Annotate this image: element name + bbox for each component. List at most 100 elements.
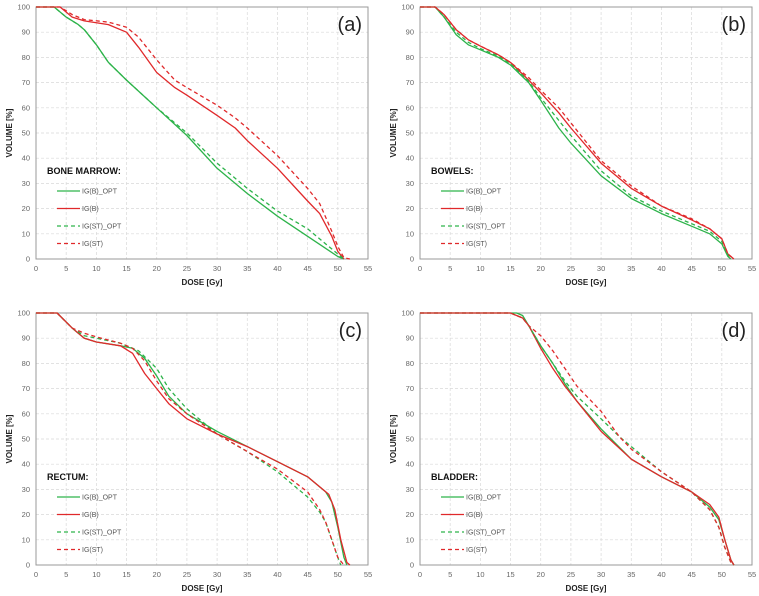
x-tick-label: 50 <box>718 570 726 579</box>
x-tick-label: 55 <box>364 570 372 579</box>
y-tick-label: 90 <box>22 334 30 343</box>
y-tick-label: 0 <box>26 255 30 264</box>
y-tick-label: 100 <box>401 3 414 12</box>
y-tick-label: 20 <box>22 204 30 213</box>
series-line-igst <box>36 312 345 566</box>
legend-entry: IG(B)_OPT <box>466 189 502 196</box>
legend: BONE MARROW: IG(B)_OPT IG(B) IG(ST)_OPT IG(S… <box>47 166 122 248</box>
legend-entry: IG(ST)_OPT <box>82 530 122 537</box>
x-tick-label: 25 <box>567 264 575 273</box>
series-line-igst <box>420 6 735 260</box>
x-tick-label: 35 <box>627 570 635 579</box>
x-tick-label: 5 <box>64 264 68 273</box>
legend-entry: IG(ST) <box>466 241 487 248</box>
x-tick-label: 0 <box>418 264 422 273</box>
chart-panel-c: 0 5 10 15 20 25 30 35 40 45 50 55 0 10 20 30 40 50 60 70 80 9… <box>5 309 372 594</box>
legend-entry: IG(ST)_OPT <box>82 224 122 231</box>
chart-panel-a: 0 5 10 15 20 25 30 35 40 45 50 55 0 10 20 30 40 50 60 70 80 9… <box>5 3 372 288</box>
series-line-igst-opt <box>36 6 345 260</box>
x-tick-label: 25 <box>183 570 191 579</box>
y-axis-label: VOLUME [%] <box>389 108 398 157</box>
x-tick-label: 20 <box>537 570 545 579</box>
legend-entry: IG(ST)_OPT <box>466 224 506 231</box>
x-tick-label: 35 <box>243 570 251 579</box>
legend: RECTUM: IG(B)_OPT IG(B) IG(ST)_OPT IG(ST) <box>47 472 122 554</box>
x-tick-label: 40 <box>657 570 665 579</box>
series-line-igb <box>420 6 735 260</box>
plot-border <box>35 6 369 260</box>
x-tick-label: 40 <box>273 264 281 273</box>
x-tick-label: 10 <box>92 264 100 273</box>
y-tick-label: 70 <box>406 384 414 393</box>
y-tick-label: 40 <box>406 154 414 163</box>
chart-panel-b: 0 5 10 15 20 25 30 35 40 45 50 55 0 10 20 30 40 50 60 70 80 9… <box>389 3 756 288</box>
x-tick-label: 15 <box>122 570 130 579</box>
y-tick-label: 70 <box>22 78 30 87</box>
legend-title: BLADDER: <box>431 472 478 482</box>
x-tick-label: 5 <box>64 570 68 579</box>
x-tick-label: 50 <box>334 570 342 579</box>
legend: BLADDER: IG(B)_OPT IG(B) IG(ST)_OPT IG(ST) <box>431 472 506 554</box>
y-tick-label: 80 <box>406 53 414 62</box>
y-tick-label: 60 <box>406 103 414 112</box>
x-axis-label: DOSE [Gy] <box>182 278 223 287</box>
x-tick-label: 25 <box>183 264 191 273</box>
x-tick-label: 35 <box>243 264 251 273</box>
x-tick-label: 15 <box>122 264 130 273</box>
y-tick-label: 10 <box>22 229 30 238</box>
y-tick-label: 80 <box>22 53 30 62</box>
x-tick-label: 15 <box>506 264 514 273</box>
series-line-igb <box>36 6 345 260</box>
series-line-igb-opt <box>420 6 732 260</box>
x-tick-label: 10 <box>476 264 484 273</box>
y-tick-label: 30 <box>22 485 30 494</box>
legend-entry: IG(ST) <box>82 241 103 248</box>
legend-entry: IG(B)_OPT <box>466 495 502 502</box>
legend-entry: IG(ST) <box>82 547 103 554</box>
y-tick-label: 60 <box>22 103 30 112</box>
x-tick-label: 45 <box>687 570 695 579</box>
x-tick-label: 45 <box>303 264 311 273</box>
x-tick-label: 30 <box>597 570 605 579</box>
y-tick-label: 0 <box>410 561 414 570</box>
x-tick-label: 55 <box>748 264 756 273</box>
x-tick-label: 55 <box>748 570 756 579</box>
chart-panel-d: 0 5 10 15 20 25 30 35 40 45 50 55 0 10 20 30 40 50 60 70 80 9… <box>389 309 756 594</box>
x-tick-label: 5 <box>448 264 452 273</box>
x-tick-label: 30 <box>597 264 605 273</box>
y-tick-label: 40 <box>22 460 30 469</box>
legend-title: RECTUM: <box>47 472 89 482</box>
x-axis-label: DOSE [Gy] <box>566 278 607 287</box>
series-line-igst-opt <box>420 6 732 260</box>
x-tick-label: 30 <box>213 570 221 579</box>
x-tick-label: 50 <box>334 264 342 273</box>
legend-entry: IG(ST) <box>466 547 487 554</box>
legend-entry: IG(B) <box>466 512 483 519</box>
x-tick-label: 35 <box>627 264 635 273</box>
y-tick-label: 50 <box>406 129 414 138</box>
y-axis-label: VOLUME [%] <box>5 108 14 157</box>
x-tick-label: 40 <box>273 570 281 579</box>
plot-border <box>35 312 369 566</box>
y-tick-label: 40 <box>406 460 414 469</box>
panel-label: (d) <box>722 320 746 342</box>
x-tick-label: 50 <box>718 264 726 273</box>
y-tick-label: 30 <box>22 179 30 188</box>
x-tick-label: 20 <box>537 264 545 273</box>
y-tick-label: 30 <box>406 485 414 494</box>
legend-title: BOWELS: <box>431 166 474 176</box>
x-tick-label: 30 <box>213 264 221 273</box>
y-tick-label: 20 <box>406 204 414 213</box>
series-line-igst <box>420 312 735 566</box>
y-tick-label: 50 <box>22 435 30 444</box>
y-tick-label: 90 <box>406 334 414 343</box>
series-line-igst <box>36 6 351 260</box>
legend: BOWELS: IG(B)_OPT IG(B) IG(ST)_OPT IG(ST) <box>431 166 506 248</box>
y-tick-label: 20 <box>406 510 414 519</box>
panel-label: (b) <box>722 14 746 36</box>
series-line-igb <box>36 312 351 566</box>
plot-border <box>419 6 753 260</box>
y-tick-label: 10 <box>22 535 30 544</box>
x-tick-label: 10 <box>476 570 484 579</box>
y-tick-label: 60 <box>22 409 30 418</box>
